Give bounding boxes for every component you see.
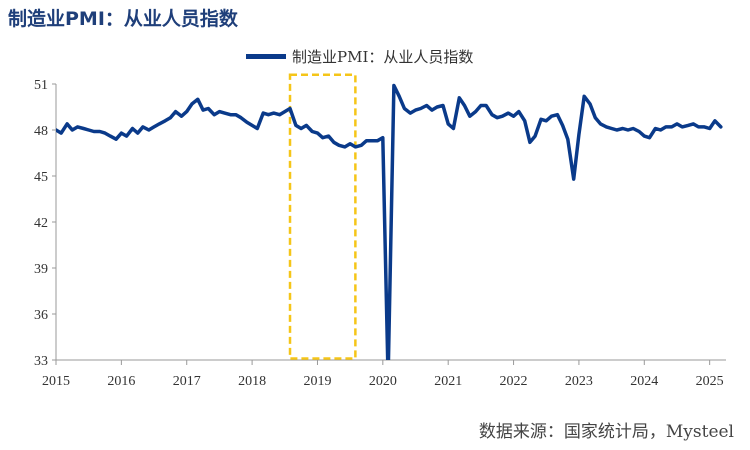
- y-tick-label: 51: [34, 78, 48, 93]
- y-tick-label: 36: [34, 308, 48, 323]
- x-tick-label: 2022: [500, 374, 528, 389]
- x-tick-label: 2017: [173, 374, 201, 389]
- highlight-box: [288, 73, 357, 360]
- y-tick-label: 33: [34, 354, 48, 369]
- y-tick-label: 42: [34, 216, 48, 231]
- legend-swatch: [246, 53, 286, 59]
- x-tick-label: 2025: [696, 374, 724, 389]
- data-source: 数据来源：国家统计局，Mysteel: [478, 422, 734, 442]
- chart-title: 制造业PMI：从业人员指数: [8, 8, 238, 30]
- legend-label: 制造业PMI：从业人员指数: [292, 47, 474, 66]
- y-tick-label: 39: [34, 262, 48, 277]
- series-layer: [56, 83, 723, 360]
- y-tick-label: 48: [34, 124, 48, 139]
- x-tick-label: 2016: [107, 374, 135, 389]
- x-tick-label: 2023: [565, 374, 593, 389]
- x-tick-label: 2018: [238, 374, 266, 389]
- x-tick-label: 2021: [434, 374, 462, 389]
- x-tick-label: 2024: [630, 374, 658, 389]
- x-tick-label: 2019: [303, 374, 331, 389]
- x-tick-label: 2020: [369, 374, 397, 389]
- series-line: [56, 83, 723, 360]
- x-tick-label: 2015: [42, 374, 70, 389]
- y-tick-label: 45: [34, 170, 48, 185]
- highlight-region: [288, 73, 357, 360]
- axes: 33 36 39 42 45 48 51 2015 2016 2017 2018 2019 2020 20…: [34, 78, 726, 389]
- legend: 制造业PMI：从业人员指数: [246, 45, 473, 67]
